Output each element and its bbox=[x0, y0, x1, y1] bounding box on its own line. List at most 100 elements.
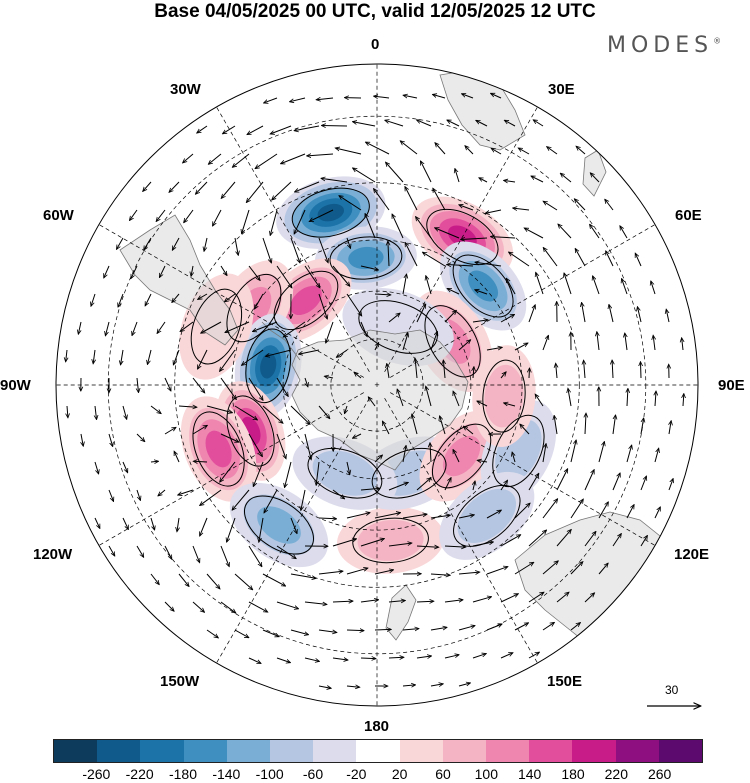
wind-arrow bbox=[164, 377, 171, 391]
height-contour bbox=[190, 288, 243, 365]
wind-arrow bbox=[192, 426, 207, 435]
wind-arrow bbox=[404, 95, 418, 99]
anomaly-level bbox=[260, 353, 277, 379]
wind-arrow bbox=[144, 237, 152, 250]
lon-label-90w: 90W bbox=[0, 377, 31, 394]
brand-text: MODES bbox=[607, 33, 714, 58]
wind-arrow bbox=[453, 392, 460, 407]
wind-arrow bbox=[266, 349, 292, 356]
wind-arrow bbox=[477, 401, 488, 407]
wind-arrow bbox=[386, 163, 404, 183]
wind-arrow bbox=[318, 293, 327, 319]
wind-arrow bbox=[304, 433, 311, 459]
wind-arrow bbox=[290, 405, 310, 424]
wind-arrow bbox=[528, 530, 546, 547]
wind-arrow bbox=[290, 97, 306, 102]
wind-arrow bbox=[455, 169, 460, 183]
wind-arrow bbox=[317, 98, 334, 100]
wind-arrow bbox=[276, 657, 290, 663]
wind-arrow bbox=[519, 148, 530, 155]
wind-arrow bbox=[402, 629, 419, 630]
wind-arrow bbox=[150, 517, 155, 530]
wind-arrow bbox=[447, 120, 460, 127]
wind-arrow bbox=[475, 262, 502, 267]
wind-arrow bbox=[290, 517, 297, 533]
wind-arrow bbox=[106, 321, 110, 335]
wind-arrow bbox=[505, 120, 516, 127]
wind-arrow bbox=[444, 311, 456, 323]
wind-arrow bbox=[318, 686, 331, 688]
wind-arrow bbox=[570, 623, 580, 631]
wind-arrow bbox=[174, 349, 180, 365]
wind-arrow bbox=[108, 545, 115, 556]
wind-arrow bbox=[150, 461, 158, 462]
wind-arrow bbox=[584, 532, 596, 547]
wind-arrow bbox=[383, 422, 390, 435]
contour-loop bbox=[244, 495, 314, 555]
color-swatch bbox=[529, 740, 573, 762]
wind-arrow bbox=[443, 360, 445, 379]
wind-arrow bbox=[426, 276, 432, 295]
wind-arrow bbox=[374, 189, 390, 211]
wind-arrow bbox=[310, 209, 334, 221]
wind-arrow bbox=[346, 630, 364, 631]
wind-arrow bbox=[108, 433, 113, 446]
wind-arrow bbox=[122, 405, 127, 419]
wind-arrow bbox=[322, 126, 348, 127]
wind-arrow bbox=[178, 406, 197, 407]
wind-arrow bbox=[336, 148, 362, 155]
wind-arrow bbox=[458, 340, 470, 351]
wind-arrow bbox=[512, 452, 515, 463]
wind-arrow bbox=[570, 562, 583, 575]
lon-label-150e: 150E bbox=[547, 673, 583, 690]
lon-label-30e: 30E bbox=[548, 81, 575, 98]
wind-arrow bbox=[506, 279, 516, 295]
contour-loop bbox=[329, 236, 403, 280]
wind-arrow bbox=[682, 338, 683, 351]
anomaly-level bbox=[312, 450, 378, 496]
parallel-circle bbox=[231, 239, 523, 531]
wind-arrow bbox=[169, 181, 180, 192]
wind-arrow bbox=[504, 403, 516, 407]
wind-arrow bbox=[234, 629, 249, 638]
wind-arrow bbox=[388, 657, 404, 658]
height-contour bbox=[453, 484, 521, 547]
wind-arrow bbox=[276, 433, 286, 458]
wind-arrow bbox=[558, 224, 572, 239]
wind-arrow bbox=[164, 545, 172, 559]
parallel-circle bbox=[330, 338, 424, 432]
wind-arrow bbox=[444, 478, 451, 491]
wind-arrow bbox=[513, 208, 530, 210]
wind-arrow bbox=[387, 364, 389, 379]
wind-arrow bbox=[528, 305, 535, 323]
wind-arrow bbox=[397, 389, 404, 407]
wind-arrow bbox=[184, 209, 194, 222]
wind-arrow bbox=[200, 517, 208, 536]
wind-arrow bbox=[653, 336, 655, 351]
wind-arrow bbox=[276, 601, 298, 609]
lon-label-120w: 120W bbox=[33, 546, 73, 563]
color-tick-label: 220 bbox=[604, 766, 629, 782]
anomaly-level bbox=[257, 506, 301, 544]
wind-arrow bbox=[164, 601, 174, 611]
wind-arrow bbox=[318, 629, 336, 632]
registered-mark: ® bbox=[713, 36, 722, 46]
wind-arrow bbox=[529, 368, 530, 379]
wind-arrow bbox=[430, 332, 437, 351]
wind-arrow bbox=[473, 367, 474, 379]
wind-arrow bbox=[369, 397, 376, 407]
wind-arrow bbox=[401, 141, 418, 155]
color-swatch bbox=[615, 740, 659, 762]
color-tick-label: 20 bbox=[391, 766, 408, 782]
wind-arrow bbox=[591, 173, 600, 183]
wind-arrow bbox=[143, 181, 152, 191]
wind-arrow bbox=[281, 153, 306, 164]
wind-arrow bbox=[435, 143, 446, 155]
modes-logo: MODES® bbox=[607, 33, 721, 58]
height-contour bbox=[452, 254, 514, 318]
wind-arrow bbox=[388, 601, 405, 603]
wind-arrow bbox=[374, 343, 379, 351]
wind-arrow bbox=[500, 535, 520, 547]
wind-arrow bbox=[585, 414, 586, 435]
wind-arrow bbox=[227, 517, 236, 542]
